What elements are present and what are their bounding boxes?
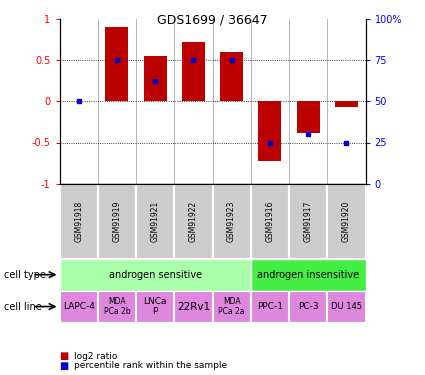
Bar xyxy=(105,27,128,101)
Text: cell line: cell line xyxy=(4,302,42,312)
Text: PPC-1: PPC-1 xyxy=(257,302,283,311)
Text: PC-3: PC-3 xyxy=(298,302,318,311)
Text: LNCa
P: LNCa P xyxy=(143,297,167,316)
Text: ■: ■ xyxy=(60,361,69,370)
Bar xyxy=(144,56,167,101)
Text: GSM91923: GSM91923 xyxy=(227,201,236,242)
Bar xyxy=(327,184,366,259)
Bar xyxy=(182,42,205,101)
Text: GSM91918: GSM91918 xyxy=(74,201,83,242)
Text: cell type: cell type xyxy=(4,270,46,280)
Bar xyxy=(289,291,327,322)
Text: androgen sensitive: androgen sensitive xyxy=(108,270,202,280)
Text: 22Rv1: 22Rv1 xyxy=(177,302,210,312)
Bar xyxy=(220,52,243,101)
Bar xyxy=(251,259,366,291)
Bar xyxy=(212,184,251,259)
Text: GSM91920: GSM91920 xyxy=(342,201,351,242)
Bar xyxy=(60,184,98,259)
Bar xyxy=(98,184,136,259)
Bar xyxy=(327,291,366,322)
Text: MDA
PCa 2a: MDA PCa 2a xyxy=(218,297,245,316)
Bar xyxy=(251,184,289,259)
Text: ■: ■ xyxy=(60,351,69,361)
Bar xyxy=(335,101,358,107)
Text: GSM91916: GSM91916 xyxy=(265,201,275,242)
Text: GSM91917: GSM91917 xyxy=(303,201,313,242)
Text: LAPC-4: LAPC-4 xyxy=(63,302,94,311)
Text: MDA
PCa 2b: MDA PCa 2b xyxy=(104,297,130,316)
Bar xyxy=(136,184,174,259)
Text: GSM91922: GSM91922 xyxy=(189,201,198,242)
Text: androgen insensitive: androgen insensitive xyxy=(257,270,359,280)
Bar xyxy=(60,291,98,322)
Bar xyxy=(212,291,251,322)
Bar xyxy=(136,291,174,322)
Text: GSM91921: GSM91921 xyxy=(150,201,160,242)
Bar xyxy=(258,101,281,162)
Bar xyxy=(289,184,327,259)
Text: GSM91919: GSM91919 xyxy=(112,201,122,242)
Bar xyxy=(98,291,136,322)
Bar xyxy=(60,259,251,291)
Bar xyxy=(251,291,289,322)
Bar xyxy=(174,184,212,259)
Bar xyxy=(297,101,320,133)
Text: log2 ratio: log2 ratio xyxy=(74,352,118,361)
Text: GDS1699 / 36647: GDS1699 / 36647 xyxy=(157,13,268,26)
Bar xyxy=(174,291,212,322)
Text: percentile rank within the sample: percentile rank within the sample xyxy=(74,361,227,370)
Text: DU 145: DU 145 xyxy=(331,302,362,311)
